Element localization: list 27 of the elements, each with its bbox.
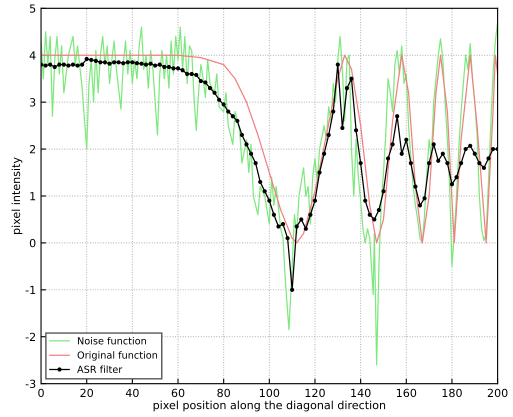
x-tick-label: 180 bbox=[442, 388, 462, 398]
legend-label: Original function bbox=[78, 351, 158, 361]
x-tick-label: 160 bbox=[396, 388, 416, 398]
line-series bbox=[41, 22, 498, 366]
y-tick-label: 5 bbox=[30, 4, 36, 13]
y-tick-label: 1 bbox=[30, 192, 36, 200]
x-tick-label: 120 bbox=[306, 388, 325, 398]
legend-label: Noise function bbox=[78, 336, 146, 344]
line-series bbox=[41, 54, 498, 244]
x-tick-label: 40 bbox=[126, 388, 139, 398]
x-tick-label: 20 bbox=[80, 388, 94, 398]
y-tick-label: 4 bbox=[30, 51, 36, 60]
y-axis-title: pixel intensity bbox=[12, 157, 22, 234]
x-tick-label: 80 bbox=[217, 388, 230, 398]
y-tick-label: -3 bbox=[26, 380, 36, 388]
y-tick-label: 2 bbox=[30, 145, 36, 154]
x-tick-label: 100 bbox=[260, 388, 280, 398]
x-tick-label: 200 bbox=[488, 388, 508, 398]
x-tick-label: 0 bbox=[38, 388, 44, 398]
y-tick-label: -1 bbox=[26, 286, 36, 294]
x-tick-label: 60 bbox=[172, 388, 184, 398]
y-tick-label: -2 bbox=[26, 332, 36, 341]
y-tick-label: 3 bbox=[30, 98, 36, 107]
legend-label: ASR filter bbox=[77, 365, 122, 374]
x-axis-title: pixel position along the diagonal direction bbox=[154, 400, 386, 412]
x-tick-label: 140 bbox=[351, 388, 371, 398]
y-tick-label: 0 bbox=[30, 238, 36, 248]
